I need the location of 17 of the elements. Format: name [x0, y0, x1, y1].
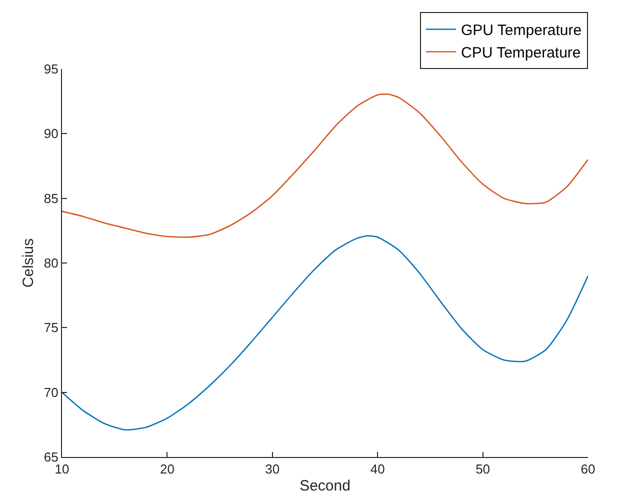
y-axis-title: Celsius [20, 238, 38, 288]
y-tick-label: 90 [44, 126, 58, 142]
x-axis-title: Second [300, 478, 350, 495]
line-series [62, 235, 588, 431]
x-tick-label: 60 [580, 462, 596, 477]
x-tick-label: 40 [370, 462, 385, 477]
line-series [62, 93, 588, 238]
y-tick-label: 70 [44, 384, 58, 400]
legend-label: GPU Temperature [461, 22, 582, 40]
y-tick-label: 85 [44, 190, 58, 206]
x-tick-label: 30 [265, 462, 280, 477]
legend-label: CPU Temperature [461, 44, 581, 62]
y-tick-label: 95 [44, 62, 58, 77]
y-tick-label: 75 [44, 320, 58, 336]
y-tick-label: 80 [44, 256, 58, 271]
x-tick-label: 50 [476, 462, 490, 477]
x-tick-label: 20 [160, 462, 174, 477]
